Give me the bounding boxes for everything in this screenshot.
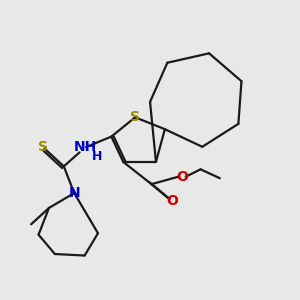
Text: S: S	[130, 110, 140, 124]
Text: S: S	[38, 140, 48, 154]
Text: H: H	[92, 150, 103, 163]
Text: O: O	[176, 170, 188, 184]
Text: O: O	[166, 194, 178, 208]
Text: N: N	[68, 186, 80, 200]
Text: NH: NH	[74, 140, 97, 154]
